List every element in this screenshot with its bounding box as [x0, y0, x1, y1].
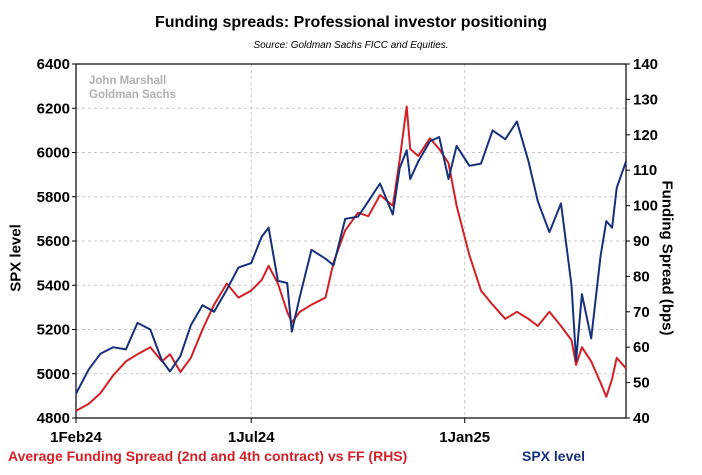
y-right-tick-label: 80	[633, 268, 650, 285]
x-tick-label: 1Jan25	[439, 429, 490, 446]
y-right-tick-label: 140	[633, 56, 658, 73]
series-line-spx	[75, 120, 627, 395]
y-left-tick-label: 5000	[37, 366, 70, 383]
y-right-tick-label: 40	[633, 410, 650, 427]
x-tick-label: 1Feb24	[50, 429, 102, 446]
y-left-tick-label: 6200	[37, 100, 70, 117]
y-left-tick-label: 4800	[37, 410, 70, 427]
y-right-tick-label: 120	[633, 127, 658, 144]
y-left-tick-label: 5400	[37, 277, 70, 294]
series-line-funding-spread	[75, 105, 627, 412]
annotation-line-1: John Marshall	[89, 75, 167, 87]
plot-frame	[75, 63, 627, 419]
annotation-line-2: Goldman Sachs	[89, 89, 176, 101]
chart-annotation: John Marshall Goldman Sachs	[89, 74, 176, 102]
chart-subtitle: Source: Goldman Sachs FICC and Equities.	[253, 40, 449, 51]
y-left-tick-label: 5800	[37, 189, 70, 206]
y-right-tick-label: 110	[633, 162, 657, 179]
y-left-tick-label: 5600	[37, 233, 70, 250]
y-right-tick-label: 70	[633, 304, 650, 321]
y-left-tick-label: 5200	[37, 322, 70, 339]
legend-spx: SPX level	[522, 448, 586, 464]
y-right-tick-label: 50	[633, 375, 650, 392]
y-left-tick-label: 6000	[37, 145, 70, 162]
legend-funding-spread: Average Funding Spread (2nd and 4th cont…	[8, 448, 408, 464]
y-right-tick-label: 90	[633, 233, 650, 250]
y-right-tick-label: 100	[633, 198, 658, 215]
x-tick-label: 1Jul24	[228, 429, 275, 446]
y-left-tick-label: 6400	[37, 56, 70, 73]
y-right-tick-label: 60	[633, 339, 650, 356]
y-right-tick-label: 130	[633, 91, 658, 108]
chart-title: Funding spreads: Professional investor p…	[154, 14, 548, 31]
